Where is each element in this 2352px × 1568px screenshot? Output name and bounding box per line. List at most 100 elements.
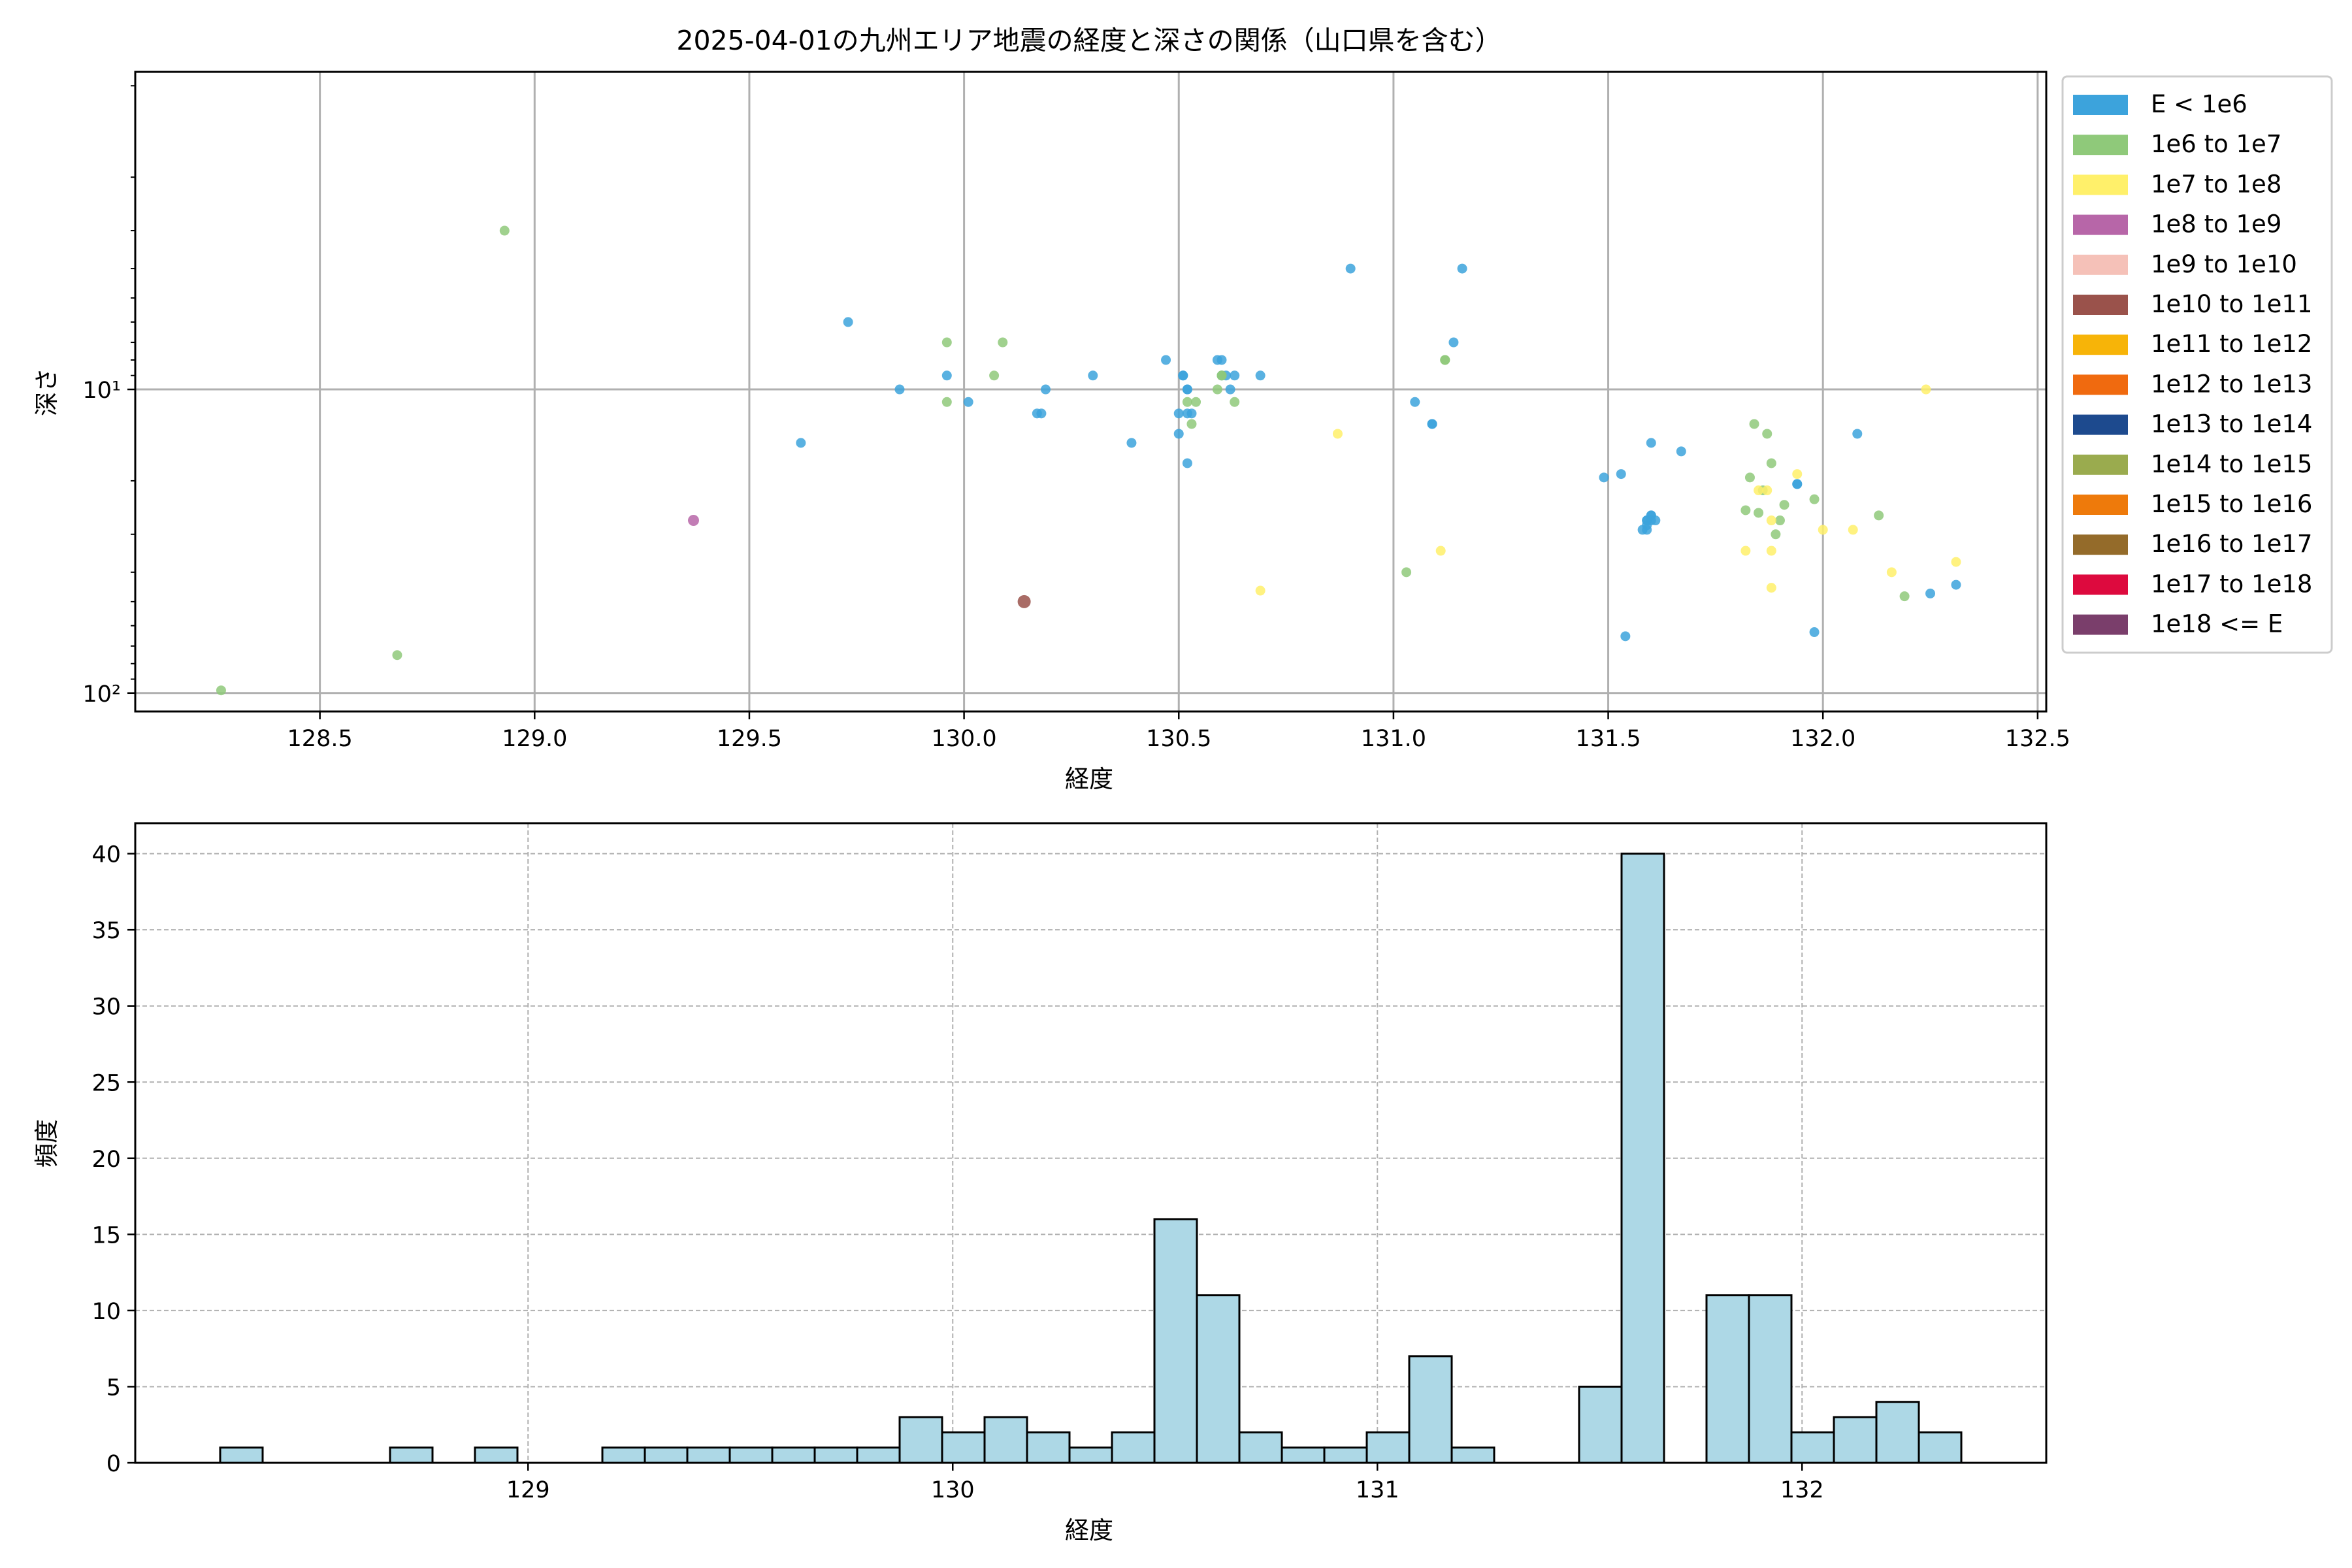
legend-label: 1e16 to 1e17: [2151, 530, 2312, 558]
scatter-point: [1255, 370, 1266, 381]
scatter-point: [1766, 583, 1776, 593]
histogram-bar: [219, 1446, 264, 1464]
scatter-point: [1410, 397, 1420, 407]
histogram-bar: [728, 1446, 774, 1464]
histogram-bar: [856, 1446, 901, 1464]
scatter-point: [1809, 627, 1820, 638]
scatter-point: [1771, 529, 1781, 540]
histogram-y-tick-label: 30: [91, 994, 121, 1021]
scatter-point: [1088, 370, 1098, 381]
histogram-bar: [983, 1416, 1028, 1464]
histogram-bar: [1875, 1401, 1920, 1464]
scatter-point: [998, 337, 1008, 348]
scatter-point: [1809, 494, 1820, 504]
histogram-bar: [474, 1446, 519, 1464]
scatter-point: [1874, 510, 1884, 521]
histogram-bars: [219, 853, 1963, 1464]
histogram-bar: [1111, 1431, 1156, 1464]
legend-swatch: [2073, 95, 2128, 115]
legend-swatch: [2073, 574, 2128, 595]
histogram-bar: [1408, 1355, 1453, 1464]
scatter-x-tick-label: 128.5: [287, 726, 353, 752]
scatter-x-tick-label: 129.5: [717, 726, 782, 752]
scatter-point: [989, 370, 1000, 381]
scatter-point: [1040, 384, 1051, 395]
histogram-y-tick-label: 35: [91, 918, 121, 944]
scatter-x-tick-label: 132.5: [2005, 726, 2070, 752]
scatter-point: [1032, 408, 1042, 419]
scatter-point: [1427, 419, 1437, 429]
scatter-point: [1217, 370, 1227, 381]
scatter-point: [1676, 446, 1686, 457]
scatter-point: [1616, 469, 1626, 480]
legend-label: 1e6 to 1e7: [2151, 130, 2281, 158]
scatter-point: [1191, 397, 1201, 407]
scatter-point: [1212, 384, 1222, 395]
scatter-x-tick-label: 130.5: [1146, 726, 1211, 752]
legend-swatch: [2073, 414, 2128, 435]
legend-label: 1e13 to 1e14: [2151, 410, 2312, 438]
scatter-point: [1762, 485, 1772, 496]
histogram-bar: [1790, 1431, 1835, 1464]
scatter-point: [843, 317, 853, 327]
scatter-point: [1448, 337, 1459, 348]
scatter-point: [1457, 263, 1467, 274]
scatter-y-axis-label: 深さ: [33, 368, 61, 416]
legend-swatch: [2073, 614, 2128, 635]
histogram-bar: [1323, 1446, 1368, 1464]
legend-swatch: [2073, 534, 2128, 555]
legend-label: 1e15 to 1e16: [2151, 490, 2312, 518]
scatter-point: [1852, 429, 1863, 439]
scatter-point: [1017, 595, 1031, 608]
histogram-x-ticks: 129 130 131 132: [506, 1463, 1824, 1503]
scatter-y-ticks: 10¹ 10²: [82, 85, 135, 708]
scatter-x-tick-label: 131.5: [1575, 726, 1641, 752]
scatter-point: [1899, 591, 1910, 602]
scatter-y-tick-label: 10¹: [82, 378, 121, 404]
scatter-point: [1178, 370, 1188, 381]
histogram-bar: [1918, 1431, 1963, 1464]
scatter-chart: 2025-04-01の九州エリア地震の経度と深さの関係（山口県を含む） 128.…: [33, 25, 2070, 793]
scatter-point: [1230, 370, 1240, 381]
histogram-bar: [1281, 1446, 1326, 1464]
scatter-points: [216, 225, 1961, 696]
histogram-plot-frame: [134, 822, 2048, 1464]
histogram-bar: [1153, 1218, 1198, 1464]
scatter-point: [1762, 429, 1772, 439]
legend-label: 1e10 to 1e11: [2151, 290, 2312, 318]
scatter-point: [1182, 384, 1192, 395]
scatter-grid: [135, 72, 2046, 711]
histogram-y-tick-label: 0: [106, 1451, 121, 1477]
scatter-point: [1740, 546, 1751, 556]
scatter-point: [499, 225, 510, 236]
histogram-x-tick-label: 129: [506, 1477, 550, 1503]
scatter-point: [796, 438, 806, 448]
scatter-point: [1848, 525, 1858, 535]
histogram-bar: [813, 1446, 858, 1464]
scatter-point: [1620, 631, 1631, 642]
scatter-point: [1345, 263, 1356, 274]
scatter-point: [1779, 500, 1789, 510]
scatter-point: [1225, 384, 1235, 395]
legend-swatch: [2073, 135, 2128, 155]
histogram-bar: [941, 1431, 986, 1464]
scatter-point: [1646, 438, 1656, 448]
histogram-bar: [1196, 1294, 1241, 1464]
histogram-bar: [771, 1446, 816, 1464]
scatter-point: [1766, 546, 1776, 556]
scatter-point: [1792, 479, 1803, 489]
histogram-y-tick-label: 10: [91, 1299, 121, 1325]
histogram-bar: [1578, 1385, 1623, 1464]
histogram-x-axis-label: 経度: [1065, 1516, 1113, 1544]
scatter-point: [1749, 419, 1759, 429]
histogram-bar: [1833, 1416, 1878, 1464]
scatter-x-tick-label: 130.0: [931, 726, 996, 752]
legend-swatch: [2073, 214, 2128, 235]
legend-items: E < 1e6 1e6 to 1e7 1e7 to 1e8 1e8 to 1e9 1e9…: [2073, 90, 2312, 638]
scatter-point: [1332, 429, 1343, 439]
scatter-point: [1818, 525, 1828, 535]
scatter-point: [1186, 419, 1197, 429]
histogram-bar: [1705, 1294, 1750, 1464]
legend-label: 1e7 to 1e8: [2151, 170, 2281, 198]
legend-swatch: [2073, 374, 2128, 395]
